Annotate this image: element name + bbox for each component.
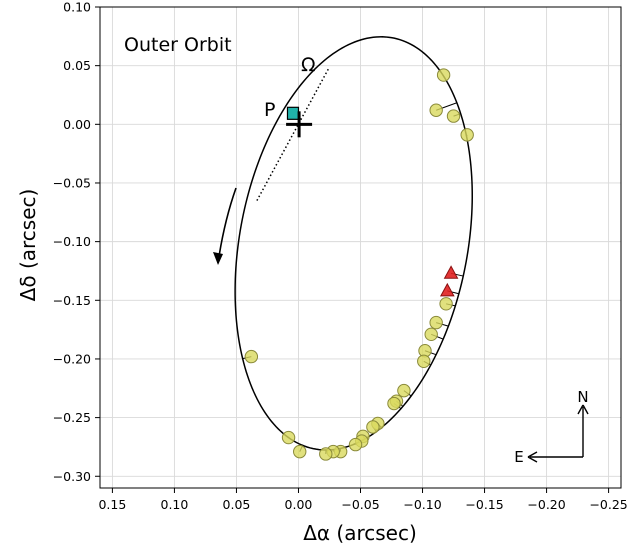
data-point (436, 68, 451, 82)
data-point-triangle (443, 265, 459, 279)
grid (100, 6, 621, 488)
residual-lines (242, 74, 468, 455)
y-tick-label: −0.20 (53, 351, 91, 366)
data-point (439, 297, 453, 311)
x-tick-label: 0.05 (223, 497, 251, 512)
y-tick-label: −0.30 (53, 469, 91, 484)
data-point (387, 396, 401, 411)
data-point (417, 354, 431, 368)
x-axis-label: Δα (arcsec) (303, 521, 417, 545)
x-tick-label: −0.25 (589, 497, 627, 512)
periastron-label: P (264, 99, 275, 121)
x-tick-label: 0.15 (98, 497, 126, 512)
line-of-nodes (255, 68, 329, 203)
compass: N E (514, 388, 588, 466)
y-axis-label: Δδ (arcsec) (16, 189, 40, 302)
data-point (460, 128, 474, 142)
compass-east-label: E (514, 448, 523, 466)
data-point (397, 383, 411, 398)
compass-east-arrowhead (527, 451, 538, 463)
data-point (429, 315, 443, 330)
omega-label: Ω (301, 54, 316, 76)
y-tick-label: 0.00 (63, 117, 91, 132)
motion-direction-arrow (213, 187, 237, 265)
periastron-marker (286, 106, 300, 120)
y-tick-label: 0.10 (63, 0, 91, 15)
x-tick-label: 0.00 (285, 497, 313, 512)
x-tick-label: −0.10 (403, 497, 441, 512)
data-point (281, 430, 296, 445)
data-point (319, 447, 333, 461)
data-point (424, 327, 438, 342)
data-point (293, 444, 307, 459)
data-point (429, 103, 443, 117)
orbit-ellipse (234, 36, 474, 451)
data-point (348, 437, 363, 452)
data-points (244, 68, 474, 461)
y-tick-label: −0.10 (53, 234, 91, 249)
axis-ticks: 0.15 0.10 0.05 0.00 −0.05 −0.10 −0.15 −0.20 −0.2… (53, 0, 628, 512)
x-tick-label: −0.15 (465, 497, 503, 512)
x-tick-label: −0.20 (527, 497, 565, 512)
chart-title: Outer Orbit (124, 34, 232, 56)
compass-north-arrowhead (577, 404, 589, 415)
y-tick-label: −0.25 (53, 410, 91, 425)
data-point (366, 420, 380, 434)
plot-frame (99, 6, 622, 489)
x-tick-label: 0.10 (161, 497, 189, 512)
y-tick-label: −0.15 (53, 293, 91, 308)
compass-north-label: N (577, 388, 588, 406)
x-tick-label: −0.05 (341, 497, 379, 512)
orbit-layer (234, 36, 474, 451)
data-point (244, 349, 259, 364)
data-point-triangle (439, 282, 455, 297)
annotation-layer (286, 106, 313, 138)
y-tick-label: 0.05 (63, 58, 91, 73)
data-point (446, 109, 461, 123)
y-tick-label: −0.05 (53, 175, 91, 190)
